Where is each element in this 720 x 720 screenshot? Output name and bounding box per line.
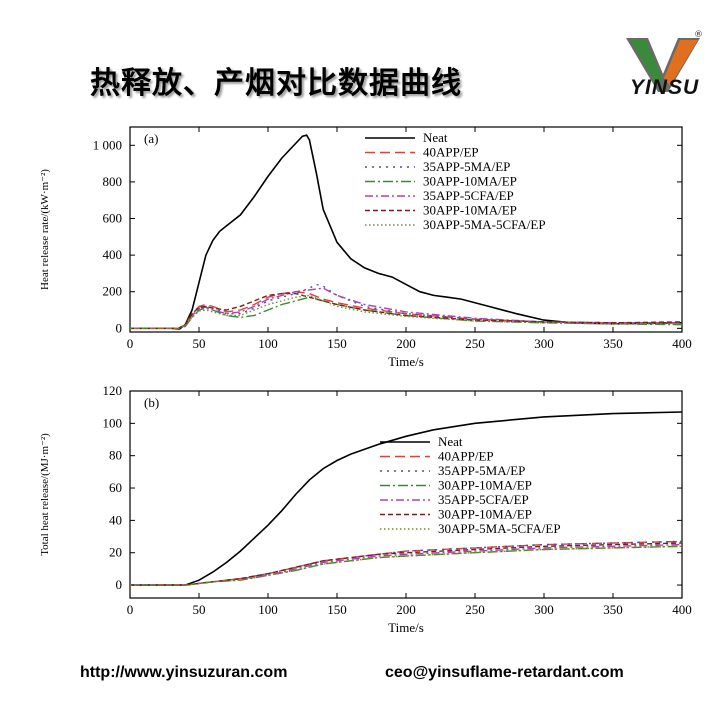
legend-label-2: 40APP/EP <box>423 145 479 160</box>
x-tick-label: 200 <box>396 602 416 617</box>
logo-orange-stroke <box>664 40 698 86</box>
y-tick-label: 800 <box>103 174 123 189</box>
yinsu-logo <box>626 38 700 92</box>
x-tick-label: 300 <box>534 336 554 351</box>
registered-mark: ® <box>694 30 703 40</box>
x-tick-label: 250 <box>465 336 485 351</box>
legend-label-4: 30APP-10MA/EP <box>438 478 532 493</box>
panel-label: (a) <box>144 131 158 146</box>
legend-label-7: 30APP-5MA-5CFA/EP <box>438 521 561 536</box>
series-line-1 <box>130 411 683 586</box>
legend-label-3: 35APP-5MA/EP <box>438 463 525 478</box>
x-tick-label: 150 <box>327 602 347 617</box>
y-axis-label: Heat release rate/(kW·m⁻²) <box>39 169 51 290</box>
brand-name: YINSU <box>630 76 700 99</box>
series-line-5 <box>130 543 683 586</box>
y-tick-label: 120 <box>103 383 123 398</box>
x-tick-label: 50 <box>193 602 206 617</box>
x-tick-label: 250 <box>465 602 485 617</box>
total-heat-release-chart: 0 50 100 150 200 250 300 350 400 0 20 40 60 80 100 120 T… <box>39 383 692 635</box>
series-line-7 <box>130 545 683 586</box>
page-title: 热释放、产烟对比数据曲线 <box>90 66 462 101</box>
y-tick-label: 60 <box>109 480 122 495</box>
x-axis-label: Time/s <box>388 620 424 635</box>
series-line-7 <box>130 294 682 329</box>
legend-label-7: 30APP-5MA-5CFA/EP <box>423 217 546 232</box>
x-tick-label: 150 <box>327 336 347 351</box>
y-tick-label: 1 000 <box>93 137 122 152</box>
series-line-2 <box>130 540 683 586</box>
legend-label-1: Neat <box>423 130 448 145</box>
panel-label: (b) <box>144 395 159 410</box>
legend-label-2: 40APP/EP <box>438 449 494 464</box>
legend-label-6: 30APP-10MA/EP <box>438 507 532 522</box>
x-tick-label: 400 <box>672 336 692 351</box>
series-line-6 <box>130 542 683 586</box>
y-tick-label: 40 <box>109 512 122 527</box>
y-tick-label: 0 <box>116 577 123 592</box>
y-tick-label: 400 <box>103 247 123 262</box>
x-tick-label: 400 <box>672 602 692 617</box>
x-tick-label: 200 <box>396 336 416 351</box>
series-line-4 <box>130 545 683 586</box>
y-tick-label: 0 <box>116 320 123 335</box>
y-tick-label: 200 <box>103 284 123 299</box>
x-tick-label: 350 <box>603 602 623 617</box>
series-line-2 <box>130 290 682 329</box>
legend-label-5: 35APP-5CFA/EP <box>423 188 514 203</box>
y-tick-label: 100 <box>103 415 123 430</box>
heat-release-rate-chart: 0 50 100 150 200 250 300 350 400 0 200 400 600 800 1 0… <box>39 126 692 369</box>
legend-label-1: Neat <box>438 434 463 449</box>
y-axis-label: Total heat release/(MJ·m⁻²) <box>39 433 51 556</box>
legend-label-3: 35APP-5MA/EP <box>423 159 510 174</box>
x-tick-label: 100 <box>258 602 278 617</box>
x-tick-label: 300 <box>534 602 554 617</box>
series-line-1 <box>130 134 683 330</box>
footer-url-link[interactable]: http://www.yinsuzuran.com <box>80 664 288 681</box>
y-tick-label: 80 <box>109 448 122 463</box>
x-tick-label: 0 <box>127 336 134 351</box>
x-tick-label: 100 <box>258 336 278 351</box>
legend-label-6: 30APP-10MA/EP <box>423 203 517 218</box>
x-tick-label: 0 <box>127 602 134 617</box>
x-tick-label: 350 <box>603 336 623 351</box>
x-axis-label: Time/s <box>388 354 424 369</box>
plot-frame <box>129 126 683 333</box>
series-line-6 <box>130 292 683 329</box>
legend-label-5: 35APP-5CFA/EP <box>438 492 529 507</box>
logo-green-stroke <box>630 40 663 84</box>
plot-frame <box>129 390 683 599</box>
y-tick-label: 600 <box>103 211 123 226</box>
legend-label-4: 30APP-10MA/EP <box>423 174 517 189</box>
x-tick-label: 50 <box>193 336 206 351</box>
y-tick-label: 20 <box>109 545 122 560</box>
footer-email-link[interactable]: ceo@yinsuflame-retardant.com <box>385 664 624 681</box>
